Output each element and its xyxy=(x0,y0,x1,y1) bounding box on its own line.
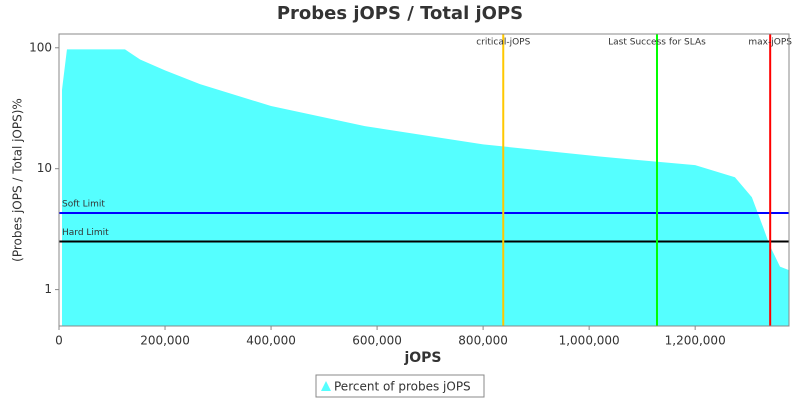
legend: Percent of probes jOPS xyxy=(315,374,485,398)
area xyxy=(62,49,789,326)
legend-box xyxy=(315,374,485,398)
y-tick-label: 10 xyxy=(37,161,52,175)
marker-label: critical-jOPS xyxy=(476,38,530,48)
y-tick-label: 100 xyxy=(29,40,52,54)
x-tick-label: 800,000 xyxy=(458,334,508,348)
marker-label: max-jOPS xyxy=(748,38,792,48)
limit-label: Hard Limit xyxy=(62,228,109,238)
x-tick-label: 1,000,000 xyxy=(559,334,620,348)
x-tick-label: 200,000 xyxy=(140,334,190,348)
chart-title: Probes jOPS / Total jOPS xyxy=(277,3,523,24)
y-axis-label: (Probes jOPS / Total jOPS)% xyxy=(11,98,25,262)
y-tick-label: 1 xyxy=(44,282,52,296)
legend-swatch xyxy=(321,381,331,391)
legend-label: Percent of probes jOPS xyxy=(334,380,471,394)
x-tick-label: 0 xyxy=(55,334,63,348)
marker-label: Last Success for SLAs xyxy=(608,38,706,48)
x-tick-label: 1,200,000 xyxy=(665,334,726,348)
x-tick-label: 600,000 xyxy=(352,334,402,348)
x-axis-label: jOPS xyxy=(403,350,441,366)
limit-label: Soft Limit xyxy=(62,200,105,210)
plot-border xyxy=(58,33,790,327)
x-tick-label: 400,000 xyxy=(246,334,296,348)
